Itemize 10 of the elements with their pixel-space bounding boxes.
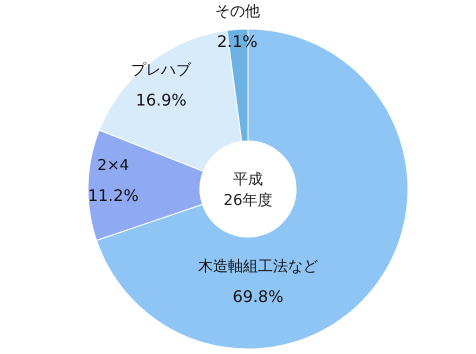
value-label: 11.2% (88, 186, 139, 205)
value-label: 16.9% (136, 90, 187, 110)
category-label: その他 (214, 2, 260, 20)
category-label: プレハブ (131, 60, 192, 79)
title: 平成 (233, 170, 263, 188)
category-label: 木造軸組工法など (198, 257, 318, 275)
category-label: 2×4 (97, 156, 130, 174)
value-label: 2.1% (217, 32, 258, 51)
value-label: 69.8% (232, 287, 284, 306)
title: 26年度 (223, 191, 273, 209)
